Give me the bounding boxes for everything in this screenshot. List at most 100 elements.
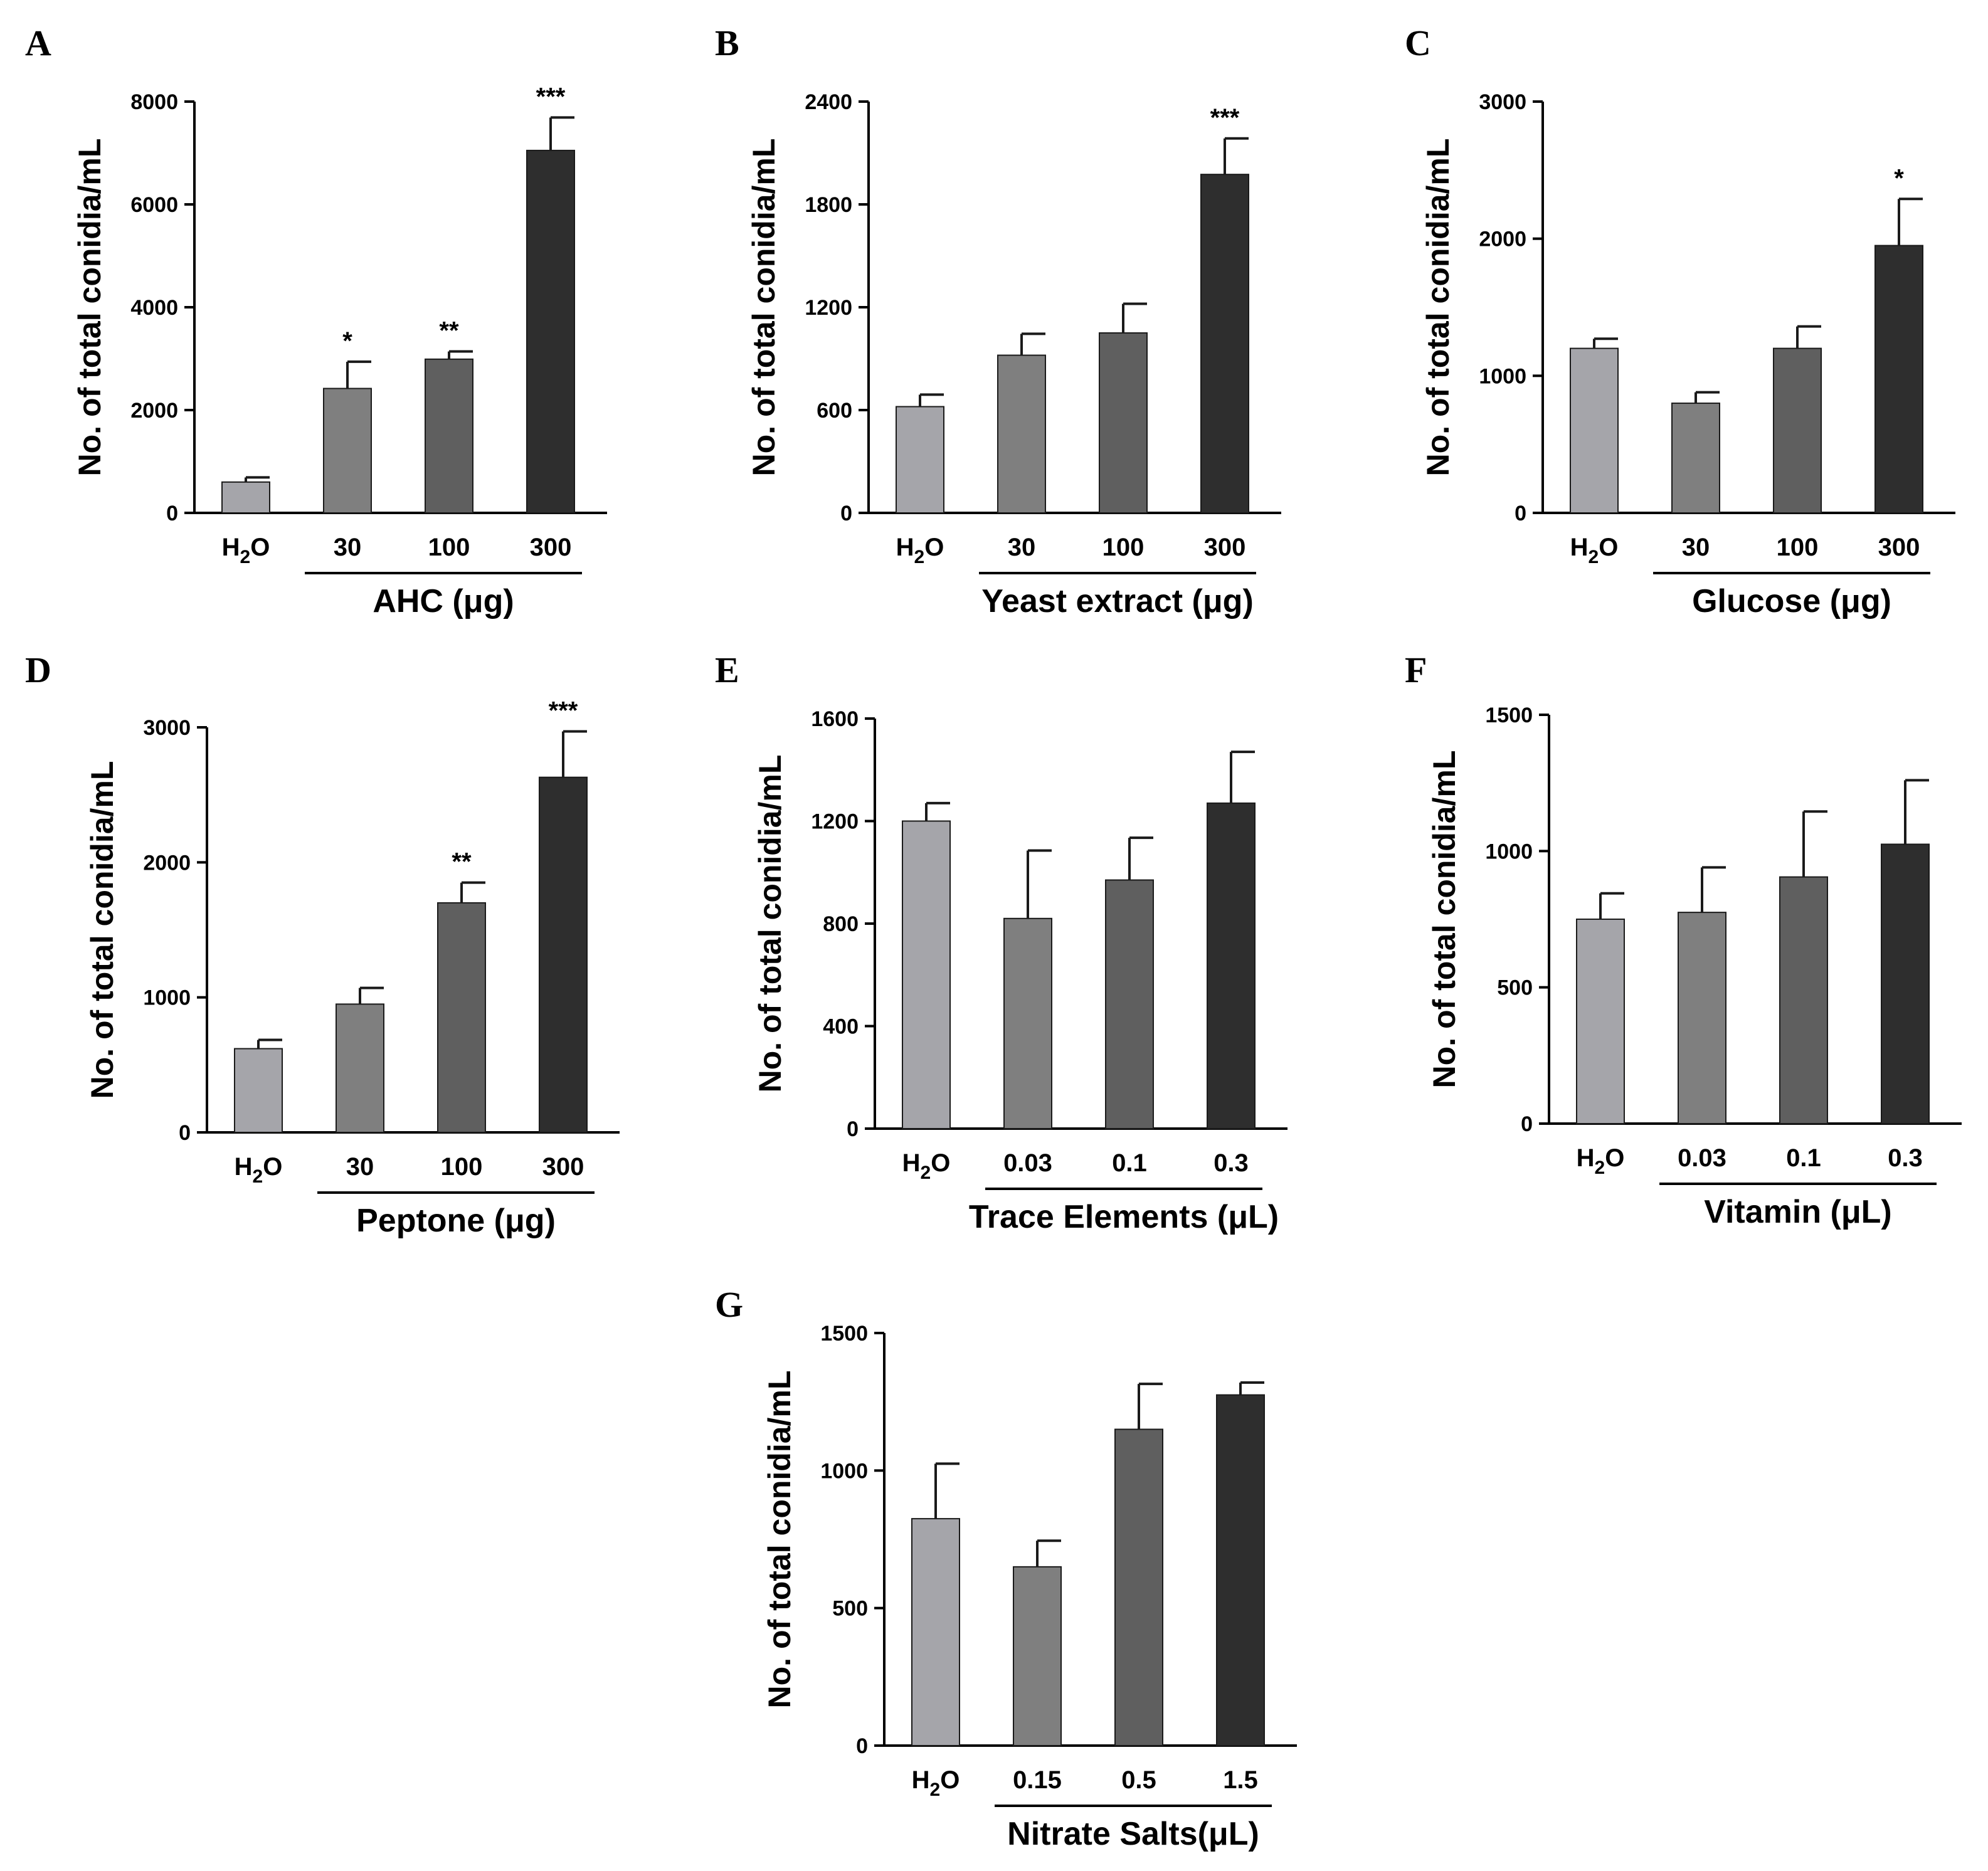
x-tick-label: H2O bbox=[902, 1149, 951, 1183]
panel-c: C No. of total conidia/mL 0 1000 2000 3000 H2O… bbox=[1405, 23, 1955, 619]
x-tick-label: 30 bbox=[334, 534, 362, 561]
bar bbox=[1216, 1394, 1265, 1746]
y-tick-label: 1000 bbox=[143, 986, 191, 1010]
x-tick-label: H2O bbox=[235, 1153, 283, 1187]
bar bbox=[902, 820, 951, 1129]
y-tick-label: 800 bbox=[823, 912, 859, 936]
x-tick-label: 300 bbox=[1878, 534, 1920, 561]
panel-letter: A bbox=[25, 23, 51, 63]
y-tick-label: 1800 bbox=[805, 193, 852, 217]
y-tick-label: 0 bbox=[1515, 502, 1526, 525]
panel-letter: B bbox=[715, 23, 739, 63]
bar bbox=[1576, 919, 1625, 1124]
x-tick-label: 0.3 bbox=[1888, 1144, 1923, 1172]
bar bbox=[1013, 1566, 1062, 1747]
x-tick-label: 1.5 bbox=[1223, 1766, 1258, 1794]
y-tick-label: 1000 bbox=[1485, 840, 1533, 863]
bar bbox=[437, 902, 486, 1134]
bar bbox=[1003, 917, 1052, 1129]
y-tick-label: 1500 bbox=[820, 1322, 868, 1346]
x-tick-label: 300 bbox=[530, 534, 572, 561]
x-axis-label: Trace Elements (μL) bbox=[969, 1199, 1279, 1235]
bar bbox=[323, 387, 372, 514]
x-tick-label: 100 bbox=[1102, 534, 1145, 561]
y-tick-label: 8000 bbox=[130, 90, 178, 114]
bar bbox=[526, 149, 575, 514]
x-tick-label: 300 bbox=[542, 1153, 584, 1181]
x-tick-label: 30 bbox=[346, 1153, 374, 1181]
panel-a: A No. of total conidia/mL 0 2000 4000 6000 800… bbox=[25, 23, 607, 619]
bar bbox=[336, 1003, 384, 1134]
x-tick-label: H2O bbox=[896, 534, 944, 567]
y-tick-label: 1600 bbox=[811, 707, 859, 731]
x-tick-label: 0.1 bbox=[1112, 1149, 1147, 1177]
y-tick-label: 0 bbox=[840, 502, 852, 525]
panel-b: B No. of total conidia/mL 0 600 1200 1800 2400… bbox=[715, 23, 1281, 619]
x-tick-label: H2O bbox=[1577, 1144, 1625, 1178]
x-tick-label: H2O bbox=[912, 1766, 960, 1800]
y-axis-label: No. of total conidia/mL bbox=[762, 1371, 797, 1709]
y-tick-label: 2400 bbox=[805, 90, 852, 114]
significance-marker: * bbox=[1894, 164, 1904, 192]
y-tick-label: 1200 bbox=[805, 296, 852, 320]
bar bbox=[896, 406, 944, 514]
panel-letter: G bbox=[715, 1284, 743, 1325]
bar bbox=[1678, 912, 1726, 1124]
y-tick-label: 0 bbox=[856, 1734, 868, 1758]
x-tick-label: H2O bbox=[1570, 534, 1619, 567]
x-tick-label: 100 bbox=[1777, 534, 1819, 561]
y-tick-label: 3000 bbox=[1479, 90, 1526, 114]
bar bbox=[1200, 174, 1249, 514]
y-tick-label: 500 bbox=[832, 1597, 868, 1621]
y-axis-label: No. of total conidia/mL bbox=[72, 139, 107, 477]
bar bbox=[1105, 879, 1154, 1129]
x-axis-label: Glucose (μg) bbox=[1692, 583, 1891, 619]
y-tick-label: 2000 bbox=[1479, 228, 1526, 251]
bar bbox=[425, 358, 473, 514]
x-tick-label: 0.15 bbox=[1013, 1766, 1062, 1794]
y-tick-label: 1200 bbox=[811, 810, 859, 834]
y-tick-label: 1000 bbox=[1479, 364, 1526, 388]
bar bbox=[1881, 843, 1930, 1124]
bar bbox=[221, 481, 270, 514]
panel-d: D No. of total conidia/mL 0 1000 2000 3000 H2O… bbox=[25, 650, 620, 1239]
x-tick-label: 30 bbox=[1682, 534, 1710, 561]
bar bbox=[1671, 403, 1720, 514]
x-tick-label: H2O bbox=[222, 534, 270, 567]
x-axis-label: Vitamin (μL) bbox=[1704, 1194, 1892, 1230]
panel-letter: F bbox=[1405, 650, 1427, 690]
bar bbox=[1779, 876, 1828, 1125]
panel-letter: C bbox=[1405, 23, 1431, 63]
panel-letter: E bbox=[715, 650, 739, 690]
x-axis-label: Yeast extract (μg) bbox=[981, 583, 1254, 619]
y-axis-label: No. of total conidia/mL bbox=[753, 755, 788, 1093]
x-axis-label: Peptone (μg) bbox=[356, 1203, 556, 1239]
y-tick-label: 1000 bbox=[820, 1459, 868, 1483]
panel-e: E No. of total conidia/mL 0 400 800 1200 1600 H… bbox=[715, 650, 1287, 1235]
x-tick-label: 0.03 bbox=[1003, 1149, 1052, 1177]
y-axis-label: No. of total conidia/mL bbox=[1420, 139, 1456, 477]
panel-f: F No. of total conidia/mL 0 500 1000 1500 H2O 0… bbox=[1405, 650, 1962, 1230]
y-axis-label: No. of total conidia/mL bbox=[1427, 751, 1462, 1088]
y-tick-label: 3000 bbox=[143, 716, 191, 740]
x-tick-label: 30 bbox=[1008, 534, 1036, 561]
x-tick-label: 300 bbox=[1204, 534, 1246, 561]
y-tick-label: 0 bbox=[1521, 1112, 1533, 1136]
bar bbox=[911, 1518, 960, 1747]
significance-marker: *** bbox=[1210, 104, 1240, 132]
x-tick-label: 0.3 bbox=[1213, 1149, 1249, 1177]
x-tick-label: 0.1 bbox=[1786, 1144, 1821, 1172]
y-tick-label: 0 bbox=[166, 502, 178, 525]
bar bbox=[234, 1048, 283, 1133]
y-tick-label: 400 bbox=[823, 1015, 859, 1039]
x-tick-label: 100 bbox=[441, 1153, 483, 1181]
x-tick-label: 100 bbox=[428, 534, 470, 561]
panel-g: G No. of total conidia/mL 0 500 1000 1500 H2O 0… bbox=[715, 1284, 1297, 1852]
significance-marker: *** bbox=[549, 697, 578, 724]
significance-marker: ** bbox=[439, 317, 459, 345]
bar bbox=[1114, 1428, 1163, 1747]
x-axis-label: Nitrate Salts(μL) bbox=[1007, 1816, 1259, 1852]
y-tick-label: 600 bbox=[817, 399, 852, 423]
bar bbox=[997, 354, 1046, 514]
